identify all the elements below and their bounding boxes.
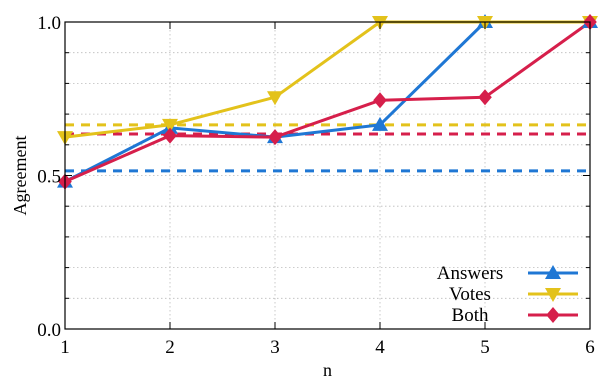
legend-marker <box>545 288 561 302</box>
data-point <box>163 127 177 144</box>
y-tick-label: 0.5 <box>37 167 61 188</box>
y-tick-label: 0.0 <box>37 320 61 341</box>
legend-marker <box>545 265 561 279</box>
x-axis-title: n <box>323 360 332 380</box>
legend-marker <box>546 307 560 323</box>
plot-frame <box>64 21 591 330</box>
data-point <box>478 89 492 106</box>
data-point <box>372 116 388 131</box>
legend-label: Answers <box>437 263 504 284</box>
data-point <box>268 129 282 146</box>
x-tick-label: 4 <box>375 337 385 358</box>
data-point <box>162 118 178 133</box>
data-point <box>373 92 387 109</box>
series <box>57 14 598 190</box>
x-tick-label: 1 <box>60 337 70 358</box>
grid <box>64 22 591 329</box>
x-tick-label: 2 <box>165 337 175 358</box>
x-tick-label: 6 <box>585 337 595 358</box>
legend-label: Both <box>452 305 489 326</box>
y-tick-label: 1.0 <box>37 13 61 34</box>
ticks: 1 2 3 4 5 6 0.0 0.5 1.0 <box>37 13 595 358</box>
series-line <box>64 20 590 183</box>
series-line <box>64 20 591 184</box>
legend-label: Votes <box>449 284 491 305</box>
baselines <box>65 123 590 173</box>
x-tick-label: 5 <box>480 337 490 358</box>
y-axis-title: Agreement <box>10 136 30 216</box>
x-tick-label: 3 <box>270 337 280 358</box>
data-point <box>267 91 283 106</box>
